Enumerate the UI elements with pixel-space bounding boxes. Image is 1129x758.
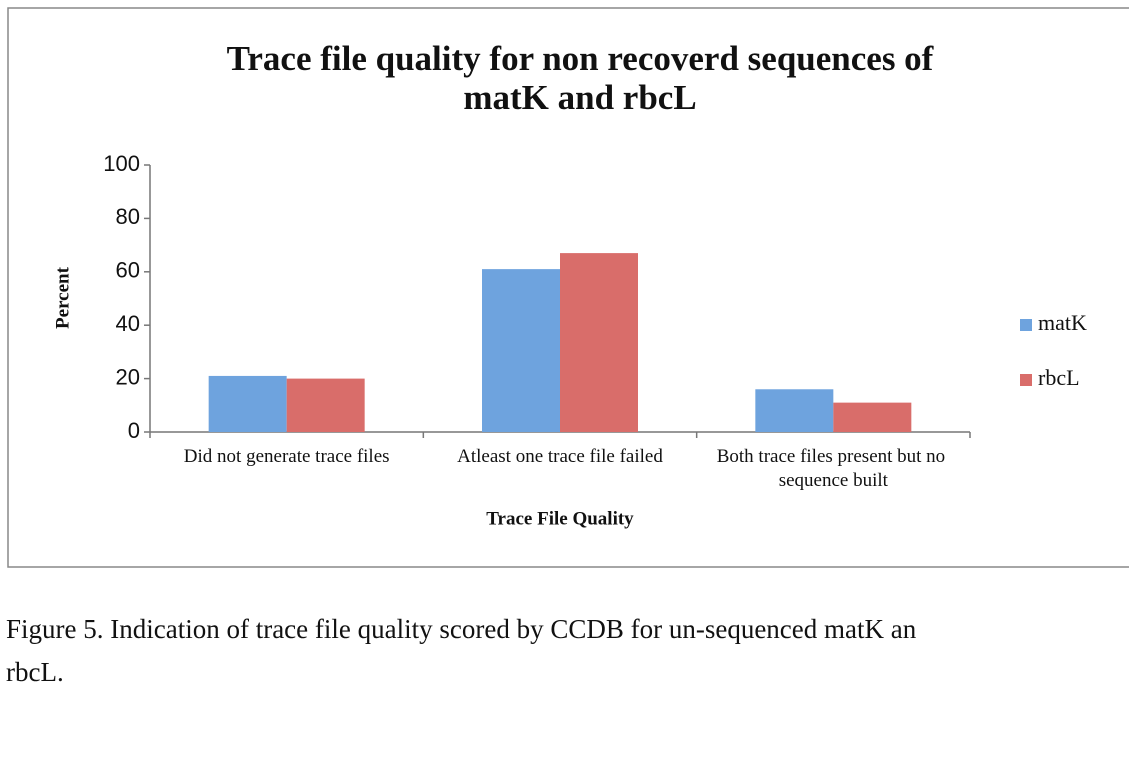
legend-swatch <box>1020 374 1032 386</box>
x-tick-label-line: Both trace files present but no <box>717 446 950 467</box>
y-tick-label: 0 <box>128 418 140 443</box>
x-tick-label-line: Atleast one trace file failed <box>457 446 663 467</box>
y-tick-label: 40 <box>116 311 140 336</box>
bar <box>755 389 834 432</box>
chart-title: matK and rbcL <box>463 78 696 117</box>
legend-label: rbcL <box>1038 365 1080 390</box>
bar <box>208 375 287 432</box>
caption: rbcL. <box>6 657 64 687</box>
x-tick-label: Did not generate trace files <box>184 446 390 467</box>
y-tick-label: 80 <box>116 204 140 229</box>
x-tick-label: Both trace files present but no sequence… <box>717 446 950 491</box>
legend-swatch <box>1020 319 1032 331</box>
x-tick-label-line: sequence built <box>779 470 889 491</box>
y-tick-label: 100 <box>103 151 140 176</box>
bar <box>833 402 912 432</box>
bar <box>286 378 365 432</box>
x-tick-label-line: Did not generate trace files <box>184 446 390 467</box>
x-tick-label: Atleast one trace file failed <box>457 446 663 467</box>
y-tick-label: 20 <box>116 364 140 389</box>
bar <box>482 269 560 432</box>
legend-label: matK <box>1038 310 1087 335</box>
caption: Figure 5. Indication of trace file quali… <box>6 614 917 644</box>
bar <box>560 253 638 432</box>
y-tick-label: 60 <box>116 258 140 283</box>
x-axis-label: Trace File Quality <box>486 508 634 529</box>
chart-title: Trace file quality for non recoverd sequ… <box>227 39 934 78</box>
y-axis-label: Percent <box>52 266 73 329</box>
